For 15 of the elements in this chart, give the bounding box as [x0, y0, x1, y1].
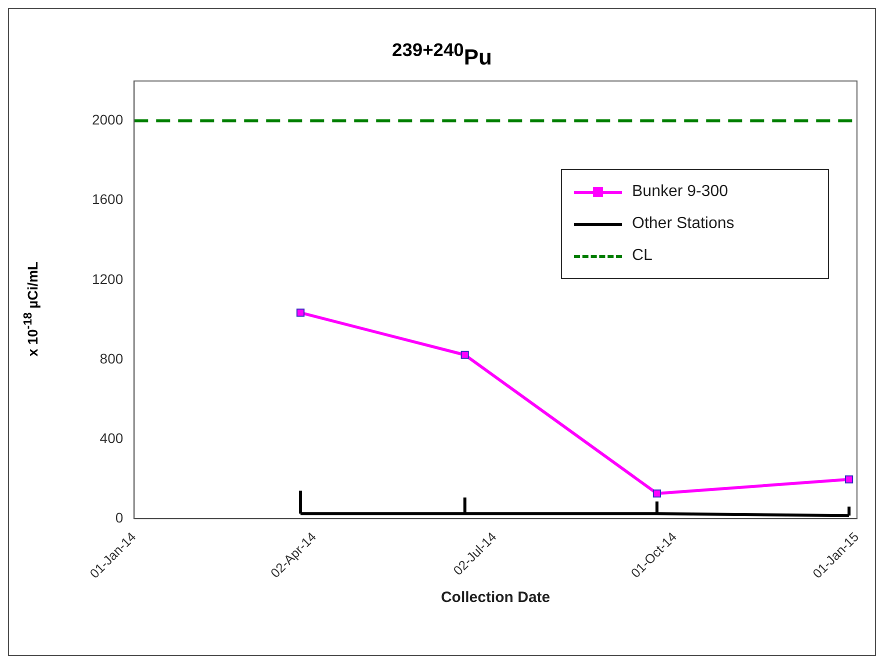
- y-tick-label: 2000: [92, 112, 124, 128]
- y-tick-label: 0: [115, 509, 124, 526]
- legend-label: Bunker 9-300: [632, 183, 728, 201]
- x-axis-title: Collection Date: [440, 589, 550, 606]
- y-tick-label: 1600: [92, 191, 124, 208]
- legend-label: CL: [632, 247, 652, 265]
- y-tick-label: 800: [100, 350, 124, 366]
- point: [652, 489, 661, 498]
- y-tick-label: 400: [100, 430, 124, 446]
- point: [296, 308, 305, 317]
- point: [845, 475, 854, 484]
- point: [460, 350, 469, 359]
- y-tick-label: 1200: [92, 270, 124, 287]
- chart-title: $^{239+240}$Pu: [391, 39, 493, 70]
- legend-label: Other Stations: [632, 215, 734, 233]
